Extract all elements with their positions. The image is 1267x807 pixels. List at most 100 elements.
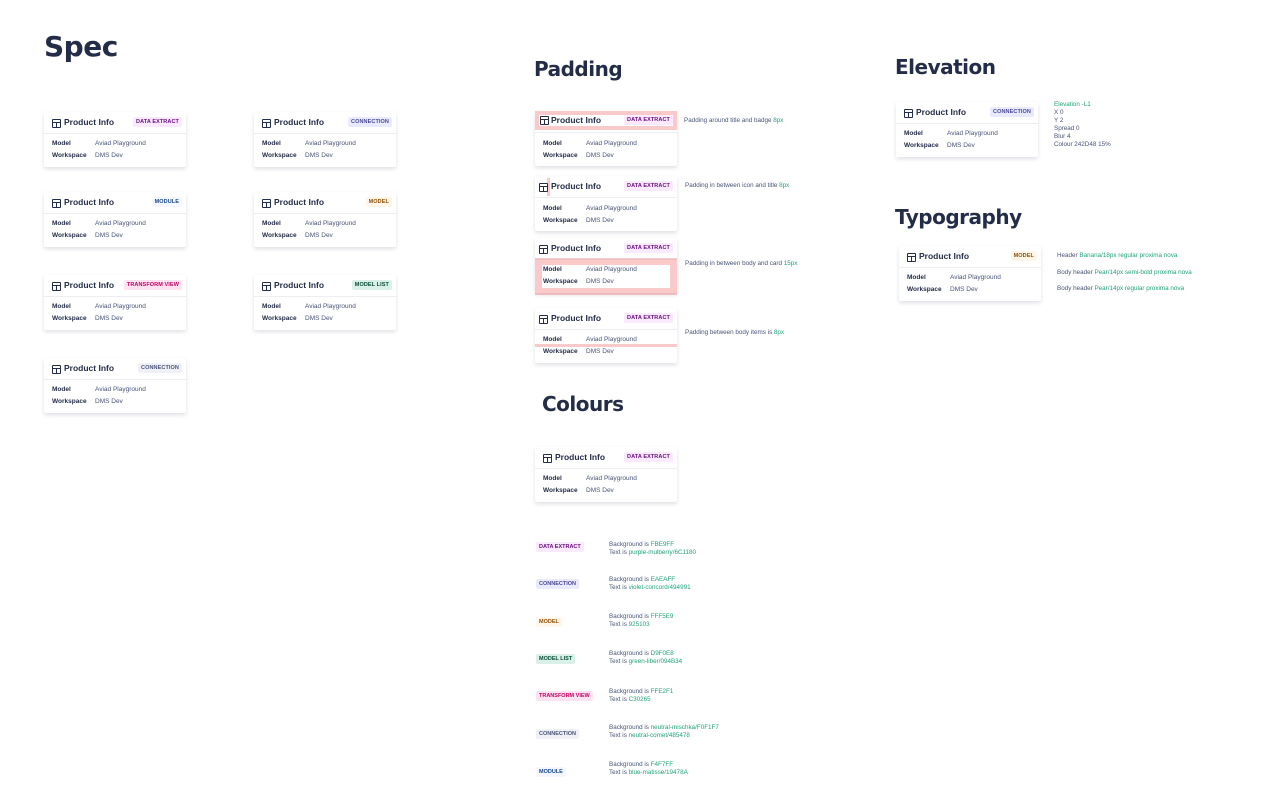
model-key: Model xyxy=(543,205,562,212)
model-key: Model xyxy=(52,140,71,147)
model-value: Aviad Playground xyxy=(95,140,146,147)
workspace-key: Workspace xyxy=(543,348,578,355)
padding-card-title-badge[interactable]: Product Info DATA EXTRACT Model Aviad Pla… xyxy=(535,111,677,166)
model-key: Model xyxy=(52,303,71,310)
card-row-workspace: Workspace DMS Dev xyxy=(52,232,123,239)
padding-card-icon-title[interactable]: Product Info DATA EXTRACT Model Aviad Pla… xyxy=(535,176,677,231)
table-icon xyxy=(539,315,548,324)
model-value: Aviad Playground xyxy=(305,140,356,147)
text-value: purple-mulberry/6C1180 xyxy=(628,549,697,557)
card-header xyxy=(535,308,677,330)
model-value: Aviad Playground xyxy=(950,274,1001,281)
elevation-x: X 0 xyxy=(1054,109,1064,117)
model-key: Model xyxy=(52,220,71,227)
card-title: Product Info xyxy=(64,363,115,373)
card-row-workspace: Workspace DMS Dev xyxy=(543,487,614,494)
colour-swatch-module: MODULE xyxy=(536,767,566,777)
product-info-card[interactable]: Product Info MODEL LIST Model Aviad Playg… xyxy=(254,275,396,330)
product-info-card[interactable]: Product Info CONNECTION Model Aviad Playg… xyxy=(254,112,396,167)
product-info-card[interactable]: Product Info MODULE Model Aviad Playgroun… xyxy=(44,192,186,247)
bg-value: FFF5E9 xyxy=(650,613,674,620)
model-value: Aviad Playground xyxy=(95,386,146,393)
workspace-key: Workspace xyxy=(543,217,578,224)
card-row-model: Model Aviad Playground xyxy=(262,220,356,227)
text-value: C30265 xyxy=(628,696,651,704)
spec-heading: Spec xyxy=(44,30,118,63)
text-value: violet-concord/494991 xyxy=(628,584,691,592)
product-info-card[interactable]: Product Info CONNECTION Model Aviad Playg… xyxy=(44,358,186,413)
card-title: Product Info xyxy=(551,181,602,191)
card-row-workspace: Workspace DMS Dev xyxy=(543,278,614,285)
table-icon xyxy=(52,199,61,208)
text-label: Text is xyxy=(609,732,629,740)
elevation-card[interactable]: Product Info CONNECTION Model Aviad Playg… xyxy=(896,102,1038,157)
note-text: Header xyxy=(1057,252,1080,259)
workspace-value: DMS Dev xyxy=(95,232,123,239)
padding-highlight xyxy=(535,344,677,347)
text-label: Text is xyxy=(609,769,629,777)
table-icon xyxy=(539,245,548,254)
elevation-blur: Blur 4 xyxy=(1054,133,1071,141)
model-value: Aviad Playground xyxy=(586,336,637,343)
colour-spec: Background is FFE2F1 Text is C30265 xyxy=(609,688,673,704)
workspace-value: DMS Dev xyxy=(95,152,123,159)
note-text: Padding in between icon and title xyxy=(685,182,780,189)
bg-value: F4F7FF xyxy=(650,761,674,768)
card-title: Product Info xyxy=(551,243,602,253)
model-value: Aviad Playground xyxy=(95,220,146,227)
typography-card[interactable]: Product Info MODEL Model Aviad Playground… xyxy=(899,246,1041,301)
colour-swatch-connection: CONNECTION xyxy=(536,579,579,589)
colour-text-line: Text is violet-concord/494991 xyxy=(609,584,691,592)
card-row-model: Model Aviad Playground xyxy=(907,274,1001,281)
text-value: green-liber/094B34 xyxy=(628,658,683,666)
card-header xyxy=(44,112,186,134)
bg-label: Background is xyxy=(609,650,651,657)
typography-note: Header Banana/18px regular proxima nova xyxy=(1057,252,1177,260)
model-value: Aviad Playground xyxy=(586,266,637,273)
colour-text-line: Text is 925103 xyxy=(609,621,673,629)
colour-bg-line: Background is FFE2F1 xyxy=(609,688,673,696)
card-header xyxy=(44,358,186,380)
card-title: Product Info xyxy=(64,280,115,290)
elevation-spec: Elevation -L1 X 0 Y 2 Spread 0 Blur 4 Co… xyxy=(1054,101,1111,150)
product-info-card[interactable]: Product Info TRANSFORM VIEW Model Aviad P… xyxy=(44,275,186,330)
card-title: Product Info xyxy=(555,452,606,462)
card-row-workspace: Workspace DMS Dev xyxy=(907,286,978,293)
card-row-workspace: Workspace DMS Dev xyxy=(904,142,975,149)
workspace-value: DMS Dev xyxy=(95,398,123,405)
product-info-card[interactable]: Product Info DATA EXTRACT Model Aviad Pla… xyxy=(44,112,186,167)
padding-highlight xyxy=(535,265,542,288)
product-info-card[interactable]: Product Info MODEL Model Aviad Playground… xyxy=(254,192,396,247)
workspace-value: DMS Dev xyxy=(586,487,614,494)
padding-card-body-items[interactable]: Product Info DATA EXTRACT Model Aviad Pla… xyxy=(535,308,677,363)
colour-spec: Background is EAEAFF Text is violet-conc… xyxy=(609,576,691,592)
workspace-key: Workspace xyxy=(262,315,297,322)
bg-label: Background is xyxy=(609,576,651,583)
note-value: 8px xyxy=(773,117,784,124)
bg-value: FFE2F1 xyxy=(650,688,674,695)
workspace-key: Workspace xyxy=(52,152,87,159)
card-header xyxy=(44,192,186,214)
colour-bg-line: Background is F4F7FF xyxy=(609,761,688,769)
workspace-value: DMS Dev xyxy=(305,232,333,239)
model-key: Model xyxy=(52,386,71,393)
padding-card-body[interactable]: Product Info DATA EXTRACT Model Aviad Pla… xyxy=(535,238,677,295)
card-row-model: Model Aviad Playground xyxy=(52,220,146,227)
note-value: Pear/14px semi-bold proxima nova xyxy=(1094,269,1192,276)
card-row-model: Model Aviad Playground xyxy=(262,140,356,147)
card-row-workspace: Workspace DMS Dev xyxy=(52,152,123,159)
workspace-value: DMS Dev xyxy=(586,217,614,224)
padding-highlight xyxy=(547,178,550,196)
colour-spec: Background is D9F0E8 Text is green-liber… xyxy=(609,650,682,666)
padding-note: Padding between body items is 8px xyxy=(685,329,784,337)
card-header xyxy=(254,275,396,297)
workspace-key: Workspace xyxy=(52,232,87,239)
card-header xyxy=(535,111,677,133)
colours-card[interactable]: Product Info DATA EXTRACT Model Aviad Pla… xyxy=(535,447,677,502)
table-icon xyxy=(543,454,552,463)
bg-label: Background is xyxy=(609,688,651,695)
padding-note: Padding in between icon and title 8px xyxy=(685,182,789,190)
workspace-value: DMS Dev xyxy=(586,278,614,285)
typography-note: Body header Pear/14px regular proxima no… xyxy=(1057,285,1184,293)
card-header xyxy=(254,192,396,214)
